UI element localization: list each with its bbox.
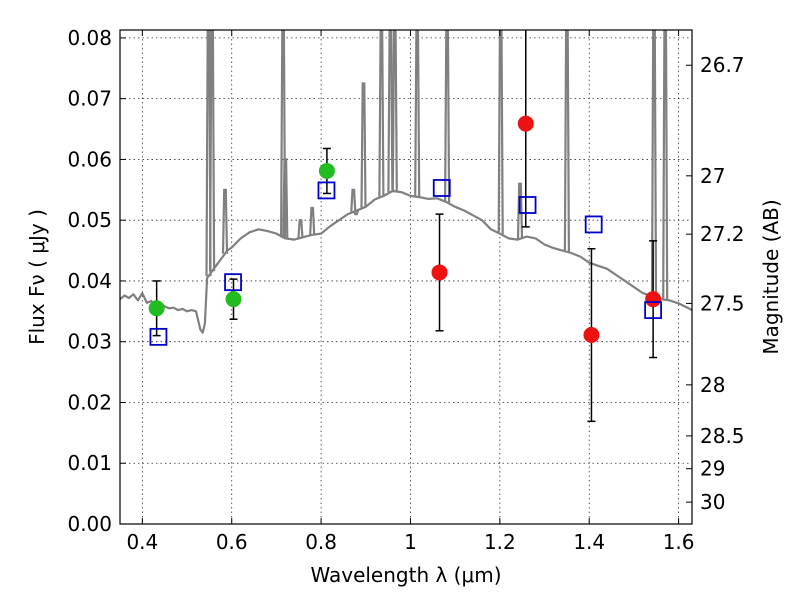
- data-point-square: [224, 273, 242, 292]
- right-tick-label: 27: [700, 164, 725, 188]
- emission-line: [297, 219, 304, 238]
- y-axis-right-title: Magnitude (AB): [759, 199, 783, 354]
- emission-line: [516, 182, 524, 239]
- y-tick-label: 0.03: [67, 330, 112, 354]
- grid: [120, 30, 692, 525]
- right-tick-label: 27.5: [700, 291, 745, 315]
- emission-line: [309, 206, 316, 235]
- template-spectrum-line: [120, 189, 692, 334]
- data-point-circle: [517, 115, 534, 132]
- emission-line: [563, 30, 570, 252]
- emission-line: [209, 30, 216, 272]
- emission-line: [280, 30, 287, 238]
- right-tick-label: 27.2: [700, 222, 745, 246]
- data-point-square: [317, 181, 336, 200]
- emission-line: [221, 188, 229, 254]
- data-point-square: [432, 179, 451, 197]
- emission-line: [378, 30, 385, 197]
- x-axis-title: Wavelength λ (μm): [310, 563, 501, 587]
- plot-area: [120, 30, 692, 423]
- emission-line: [350, 188, 357, 212]
- right-tick-label: 28.5: [700, 424, 745, 448]
- x-tick-label: 0.6: [216, 530, 248, 554]
- data-point-circle: [225, 291, 242, 308]
- data-point-circle: [148, 300, 165, 317]
- data-point-circle: [318, 162, 335, 179]
- x-tick-label: 1.4: [573, 530, 605, 554]
- x-tick-label: 1: [404, 530, 417, 554]
- y-tick-label: 0.05: [67, 208, 112, 232]
- emission-line: [387, 30, 394, 193]
- data-point-circle: [431, 264, 448, 281]
- emission-line: [282, 158, 289, 239]
- emission-line: [650, 30, 658, 297]
- data-point-square: [518, 196, 537, 214]
- ticks: 0.4 0.6 0.8 1 1.2 1.4 1.6 0.00 0.01 0.02 0.03 0.04 0…: [67, 26, 744, 554]
- data-point-square: [584, 215, 603, 234]
- emission-line: [444, 30, 451, 203]
- y-tick-label: 0.06: [67, 147, 112, 171]
- right-tick-label: 30: [700, 490, 725, 514]
- data-point-circle: [645, 291, 662, 308]
- data-point-square: [644, 301, 663, 320]
- y-tick-label: 0.04: [67, 269, 112, 293]
- right-tick-label: 28: [700, 373, 725, 397]
- y-tick-label: 0.01: [67, 451, 112, 475]
- emission-line: [662, 30, 669, 300]
- y-axis-title: Flux Fν ( μJy ): [25, 209, 49, 345]
- x-tick-label: 0.4: [126, 530, 158, 554]
- emission-line: [391, 30, 398, 192]
- y-tick-label: 0.00: [67, 512, 112, 536]
- emission-line: [414, 30, 421, 197]
- right-tick-label: 29: [700, 457, 725, 481]
- emission-line: [360, 82, 367, 208]
- data-point-circle: [583, 327, 600, 344]
- x-tick-label: 0.8: [305, 530, 337, 554]
- x-tick-label: 1.6: [663, 530, 695, 554]
- emission-line: [497, 30, 504, 235]
- emission-line: [352, 210, 360, 216]
- data-point-square: [149, 327, 168, 346]
- x-tick-label: 1.2: [484, 530, 516, 554]
- right-tick-label: 26.7: [700, 53, 745, 77]
- y-tick-label: 0.02: [67, 390, 112, 414]
- y-tick-label: 0.07: [67, 87, 112, 111]
- y-tick-label: 0.08: [67, 26, 112, 50]
- plot-frame: [119, 29, 693, 525]
